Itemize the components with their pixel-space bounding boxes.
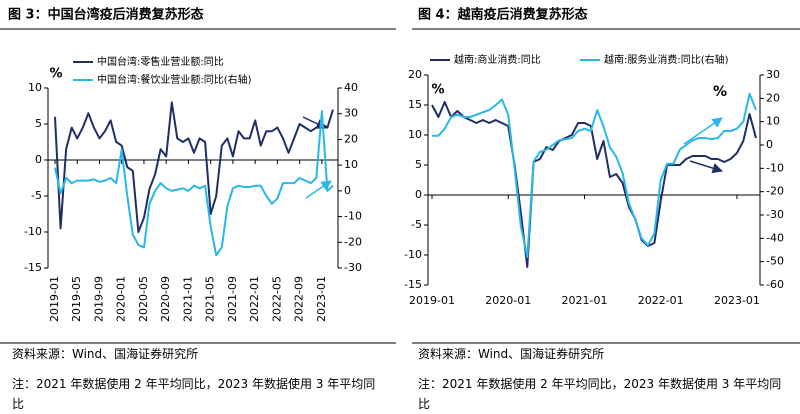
- x-tick-label: 2020-01: [485, 294, 531, 307]
- x-tick-label: 2019-01: [48, 276, 61, 322]
- y2-tick-label: -10: [766, 161, 784, 174]
- y-tick-label: -15: [404, 278, 422, 291]
- y2-tick-label: -30: [766, 208, 784, 221]
- y2-tick-label: 20: [766, 91, 780, 104]
- x-tick-label: 2021-01: [561, 294, 607, 307]
- y-tick-label: 0: [35, 153, 42, 166]
- y-tick-label: 0: [415, 188, 422, 201]
- x-tick-label: 2022-01: [638, 294, 684, 307]
- y2-tick-label: -60: [766, 278, 784, 291]
- y2-tick-label: -20: [344, 235, 362, 248]
- y-unit: %: [49, 67, 62, 82]
- x-tick-label: 2020-01: [115, 276, 128, 322]
- y2-tick-label: 10: [766, 115, 780, 128]
- series-line: [54, 110, 334, 257]
- y2-tick-label: 10: [344, 158, 358, 171]
- x-tick-label: 2020-05: [137, 276, 150, 322]
- annotation: %: [713, 84, 727, 100]
- y-tick-label: 5: [35, 117, 42, 130]
- note: 注：2021 年数据使用 2 年平均同比，2023 年数据使用 3 年平均同比: [12, 377, 376, 411]
- y-tick-label: 10: [408, 128, 422, 141]
- source: 资料来源：Wind、国海证券研究所: [418, 347, 605, 361]
- x-tick-label: 2019-05: [70, 276, 83, 322]
- y2-tick-label: -10: [344, 210, 362, 223]
- note: 注：2021 年数据使用 2 年平均同比，2023 年数据使用 3 年平均同比: [418, 377, 782, 411]
- x-tick-label: 2019-01: [409, 294, 455, 307]
- source: 资料来源：Wind、国海证券研究所: [12, 347, 199, 361]
- y-tick-label: 5: [415, 158, 422, 171]
- y-tick-label: 15: [408, 98, 422, 111]
- x-tick-label: 2021-05: [204, 276, 217, 322]
- y-unit: %: [431, 83, 444, 98]
- y2-tick-label: -20: [766, 185, 784, 198]
- legend-label: 越南:商业消费:同比: [454, 53, 541, 66]
- y2-tick-label: -30: [344, 261, 362, 274]
- y2-tick-label: 30: [766, 68, 780, 81]
- y2-tick-label: 40: [344, 81, 358, 94]
- y-tick-label: -5: [31, 189, 42, 202]
- legend-label: 越南:服务业消费:同比(右轴): [604, 53, 729, 66]
- chart-title: 图 4：越南疫后消费复苏形态: [418, 7, 588, 23]
- x-tick-label: 2023-01: [714, 294, 760, 307]
- legend-label: 中国台湾:零售业营业额:同比: [97, 55, 224, 68]
- x-tick-label: 2022-01: [248, 276, 261, 322]
- x-tick-label: 2020-09: [159, 276, 172, 322]
- legend-label: 中国台湾:餐饮业营业额:同比(右轴): [97, 73, 252, 86]
- y-tick-label: 20: [408, 68, 422, 81]
- y-tick-label: -10: [404, 248, 422, 261]
- y2-tick-label: 30: [344, 107, 358, 120]
- x-tick-label: 2023-01: [315, 276, 328, 322]
- arrow: [689, 160, 724, 174]
- y2-tick-label: 0: [766, 138, 773, 151]
- arrow: [683, 117, 723, 145]
- y2-tick-label: 20: [344, 132, 358, 145]
- x-tick-label: 2021-09: [226, 276, 239, 322]
- series-line: [431, 101, 757, 268]
- y2-tick-label: 0: [344, 184, 351, 197]
- y2-tick-label: -50: [766, 255, 784, 268]
- x-tick-label: 2021-01: [181, 276, 194, 322]
- series-line: [432, 92, 757, 258]
- series-line: [54, 101, 334, 233]
- y2-tick-label: -40: [766, 231, 784, 244]
- y-tick-label: 10: [28, 81, 42, 94]
- x-tick-label: 2019-09: [92, 276, 105, 322]
- chart-title: 图 3：中国台湾疫后消费复苏形态: [8, 7, 204, 23]
- y-tick-label: -15: [24, 261, 42, 274]
- y-tick-label: -5: [411, 218, 422, 231]
- x-tick-label: 2022-05: [270, 276, 283, 322]
- y-tick-label: -10: [24, 225, 42, 238]
- x-tick-label: 2022-09: [293, 276, 306, 322]
